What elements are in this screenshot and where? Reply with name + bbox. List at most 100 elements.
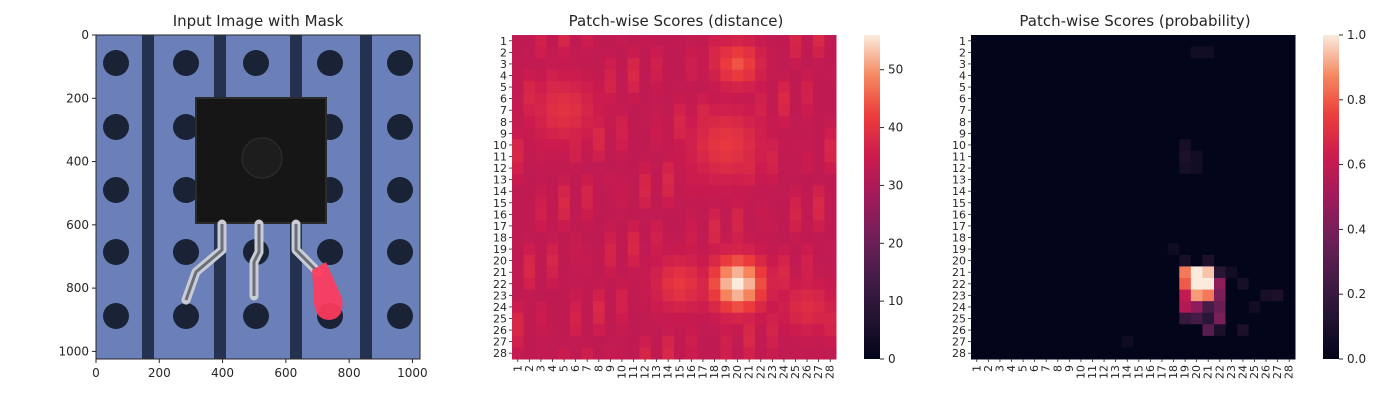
heatmap-cell — [1144, 127, 1157, 140]
heatmap-cell — [1063, 278, 1076, 291]
heatmap-cell — [546, 58, 559, 71]
heatmap-cell — [1156, 150, 1169, 163]
heatmap-cell — [604, 312, 617, 325]
heatmap-cell — [1121, 173, 1134, 186]
y-tick-label: 800 — [66, 281, 89, 295]
heatmap-cell — [662, 278, 675, 291]
heatmap-cell — [1260, 335, 1273, 348]
heatmap-cell — [546, 208, 559, 221]
heatmap-cell — [512, 46, 525, 59]
heatmap-cell — [1086, 46, 1099, 59]
heatmap-cell — [1156, 35, 1169, 48]
board-hole — [317, 50, 343, 76]
heatmap-cell — [593, 69, 606, 82]
heatmap-cell — [1190, 46, 1203, 59]
heatmap-cell — [1086, 289, 1099, 302]
heatmap-cell — [604, 324, 617, 337]
heatmap-cell — [824, 173, 837, 186]
heatmap-cell — [812, 231, 825, 244]
heatmap-cell — [1225, 58, 1238, 71]
colorbar-tick-label: 0.4 — [1347, 222, 1366, 236]
heatmap-cell — [1086, 266, 1099, 279]
heatmap-cell — [650, 173, 663, 186]
heatmap-cell — [1028, 266, 1041, 279]
heatmap-cell — [1005, 197, 1018, 210]
heatmap-cell — [1260, 116, 1273, 129]
heatmap-cell — [708, 69, 721, 82]
heatmap-cell — [685, 116, 698, 129]
heatmap-cell — [1214, 35, 1227, 48]
heatmap-cell — [801, 254, 814, 267]
heatmap-cell — [1133, 347, 1146, 360]
heatmap-cell — [1133, 254, 1146, 267]
heatmap-cell — [789, 278, 802, 291]
heatmap-cell — [708, 92, 721, 105]
heatmap-cell — [697, 46, 710, 59]
heatmap-cell — [1075, 35, 1088, 48]
heatmap-cell — [743, 139, 756, 152]
heatmap-cell — [523, 312, 536, 325]
row-tick-label: 18 — [952, 232, 966, 245]
heatmap-cell — [812, 139, 825, 152]
heatmap-cell — [523, 185, 536, 198]
heatmap-cell — [650, 162, 663, 175]
heatmap-cell — [616, 278, 629, 291]
heatmap-cell — [1156, 208, 1169, 221]
heatmap-cell — [1214, 278, 1227, 291]
heatmap-cell — [685, 150, 698, 163]
heatmap-cell — [1040, 278, 1053, 291]
heatmap-cell — [523, 173, 536, 186]
row-tick-label: 19 — [952, 243, 966, 256]
heatmap-cell — [994, 127, 1007, 140]
heatmap-cell — [616, 81, 629, 94]
col-tick-label: 4 — [546, 365, 559, 372]
heatmap-cell — [789, 312, 802, 325]
heatmap-cell — [1202, 220, 1215, 233]
col-tick-label: 15 — [673, 365, 686, 379]
heatmap-cell — [1075, 197, 1088, 210]
heatmap-cell — [662, 266, 675, 279]
heatmap-cell — [743, 104, 756, 117]
heatmap-cell — [994, 35, 1007, 48]
heatmap-cell — [1144, 35, 1157, 48]
heatmap-cell — [1098, 81, 1111, 94]
heatmap-cell — [778, 208, 791, 221]
heatmap-cell — [1144, 116, 1157, 129]
heatmap-cell — [581, 301, 594, 314]
heatmap-cell — [1017, 139, 1030, 152]
heatmap-cell — [546, 254, 559, 267]
heatmap-cell — [720, 127, 733, 140]
heatmap-cell — [558, 208, 571, 221]
board-hole — [243, 303, 269, 329]
heatmap-cell — [708, 278, 721, 291]
heatmap-cell — [581, 139, 594, 152]
board-hole — [173, 177, 199, 203]
heatmap-cell — [569, 116, 582, 129]
heatmap-cell — [1214, 92, 1227, 105]
row-tick-label: 14 — [493, 185, 507, 198]
col-tick-label: 28 — [1283, 365, 1296, 379]
heatmap-cell — [1214, 243, 1227, 256]
heatmap-cell — [824, 81, 837, 94]
heatmap-cell — [1283, 104, 1296, 117]
col-tick-label: 17 — [1155, 365, 1168, 379]
heatmap-cell — [535, 35, 548, 48]
heatmap-cell — [697, 139, 710, 152]
heatmap-cell — [1133, 46, 1146, 59]
heatmap-cell — [1156, 243, 1169, 256]
row-tick-label: 13 — [493, 174, 507, 187]
heatmap-cell — [569, 58, 582, 71]
heatmap-cell — [1040, 185, 1053, 198]
heatmap-cell — [1040, 46, 1053, 59]
heatmap-cell — [1121, 58, 1134, 71]
heatmap-cell — [581, 312, 594, 325]
board-hole — [243, 50, 269, 76]
heatmap-cell — [1179, 139, 1192, 152]
heatmap-cell — [1133, 173, 1146, 186]
heatmap-cell — [616, 116, 629, 129]
heatmap-cell — [824, 220, 837, 233]
heatmap-cell — [1028, 312, 1041, 325]
heatmap-cell — [639, 220, 652, 233]
heatmap-cell — [971, 278, 984, 291]
heatmap-cell — [639, 243, 652, 256]
